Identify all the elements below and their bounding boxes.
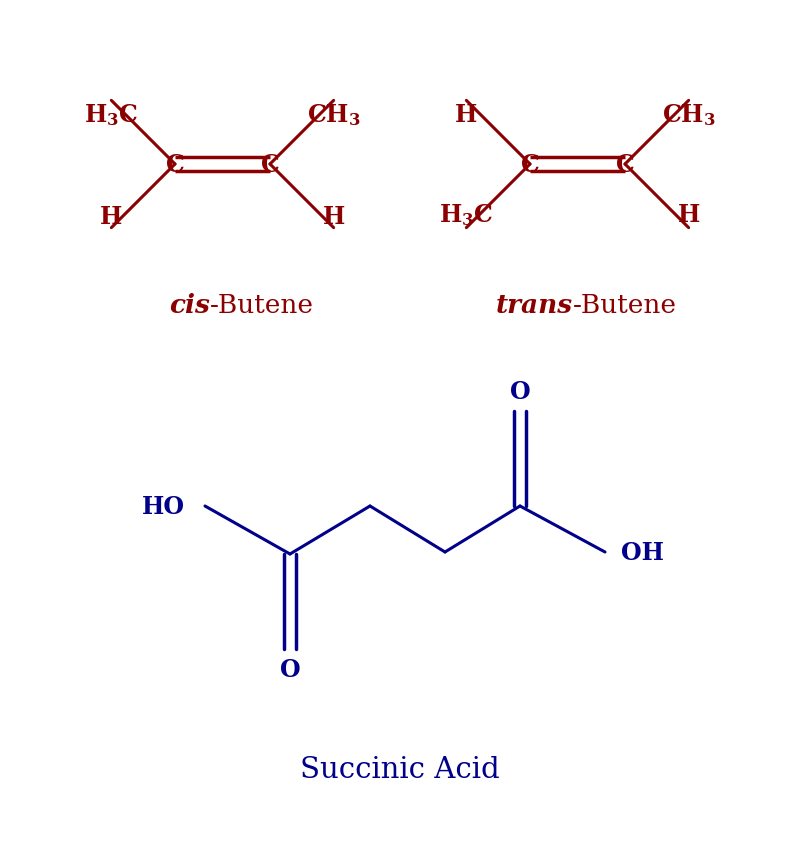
Text: cis: cis [169, 292, 210, 317]
Text: C: C [616, 153, 634, 176]
Text: $\mathregular{CH_3}$: $\mathregular{CH_3}$ [306, 102, 361, 128]
Text: C: C [166, 153, 184, 176]
Text: O: O [280, 657, 300, 681]
Text: -Butene: -Butene [210, 292, 314, 317]
Text: trans: trans [496, 292, 573, 317]
Text: -Butene: -Butene [573, 292, 677, 317]
Text: OH: OH [622, 540, 665, 565]
Text: Succinic Acid: Succinic Acid [300, 755, 500, 783]
Text: HO: HO [142, 495, 185, 518]
Text: O: O [510, 380, 530, 403]
Text: H: H [455, 103, 478, 127]
Text: C: C [261, 153, 279, 176]
Text: $\mathregular{H_3C}$: $\mathregular{H_3C}$ [84, 102, 138, 128]
Text: $\mathregular{CH_3}$: $\mathregular{CH_3}$ [662, 102, 715, 128]
Text: C: C [521, 153, 539, 176]
Text: H: H [322, 204, 345, 229]
Text: H: H [100, 204, 122, 229]
Text: $\mathregular{H_3C}$: $\mathregular{H_3C}$ [439, 202, 494, 227]
Text: H: H [678, 203, 700, 226]
